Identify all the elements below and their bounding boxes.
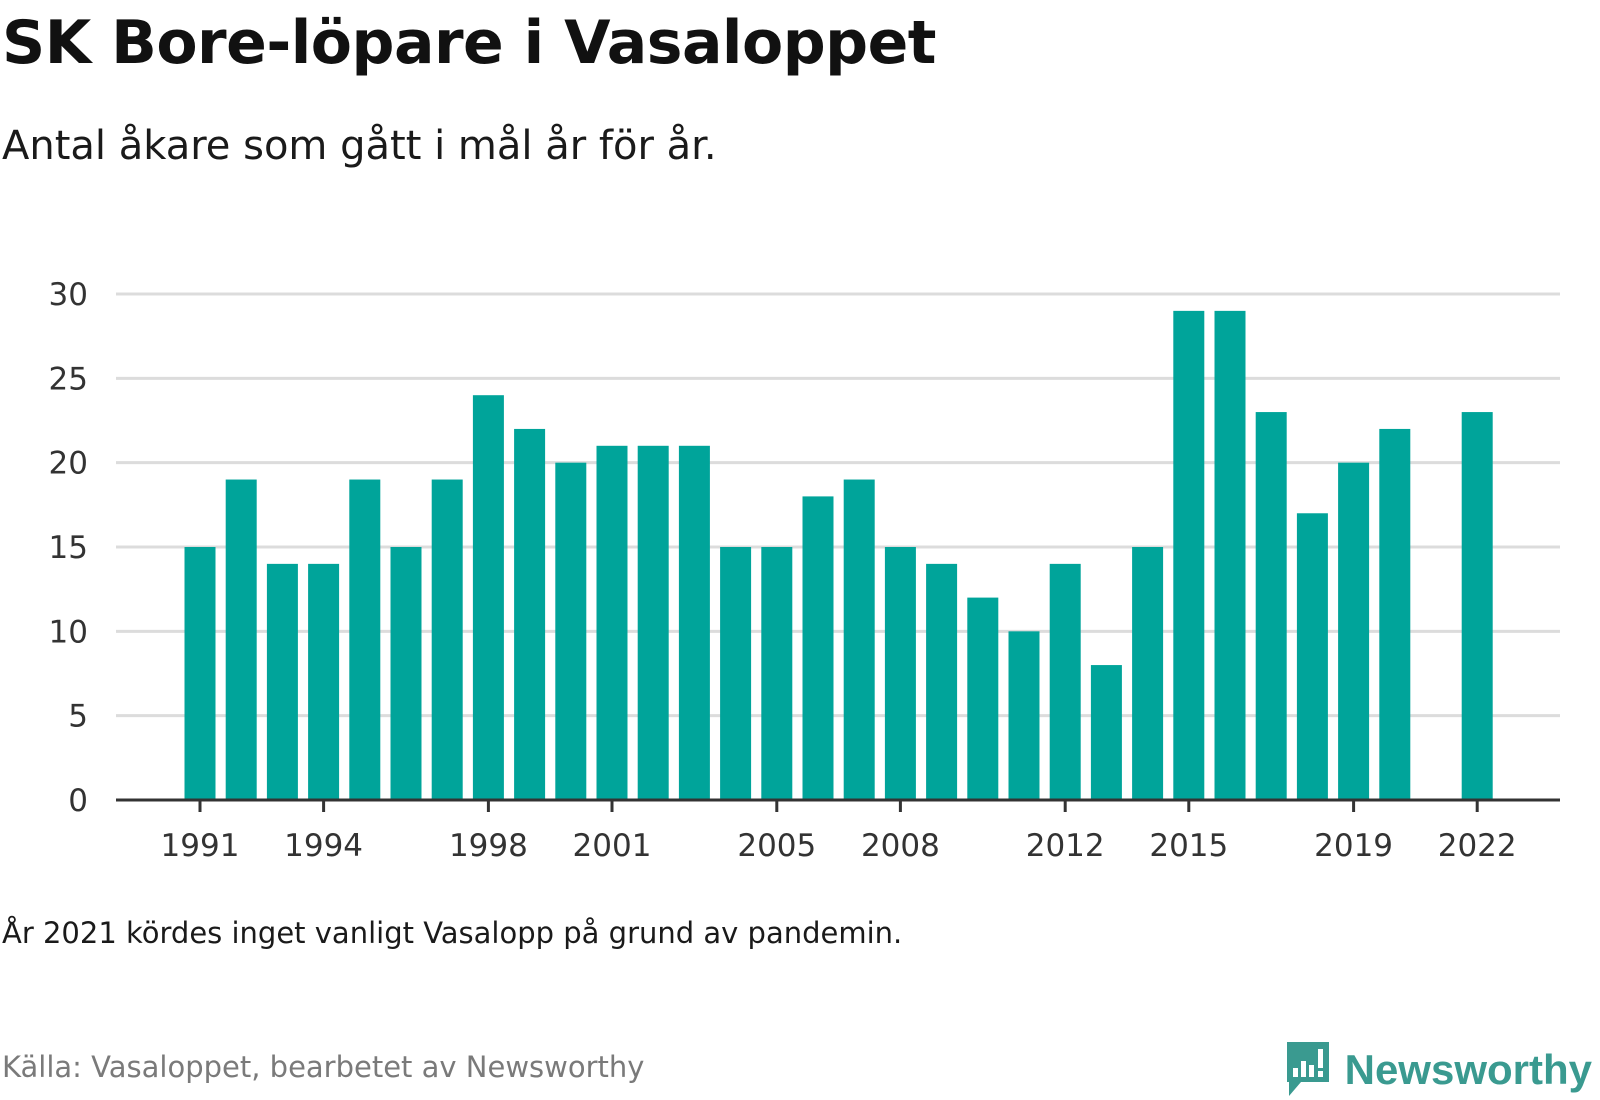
bar-2020 xyxy=(1379,428,1411,800)
bar-1996 xyxy=(390,547,422,800)
y-tick-label: 15 xyxy=(49,530,88,566)
chart-title: SK Bore-löpare i Vasaloppet xyxy=(2,8,937,78)
bar-2022 xyxy=(1461,412,1493,800)
newsworthy-logo-icon xyxy=(1286,1042,1329,1096)
x-tick-label: 2019 xyxy=(1314,828,1393,860)
x-tick-label: 2001 xyxy=(573,828,652,860)
bar-2015 xyxy=(1173,310,1205,800)
bar-2005 xyxy=(761,547,793,800)
bar-2000 xyxy=(555,462,587,800)
bar-2006 xyxy=(802,496,834,800)
bar-2018 xyxy=(1296,513,1328,800)
bar-2007 xyxy=(843,479,875,800)
brand-name: Newsworthy xyxy=(1344,1046,1592,1093)
x-tick-label: 2015 xyxy=(1149,828,1228,860)
bar-2013 xyxy=(1090,665,1122,800)
bar-1991 xyxy=(184,547,216,800)
x-tick-label: 1998 xyxy=(449,828,528,860)
x-tick-label: 1991 xyxy=(161,828,240,860)
bar-1997 xyxy=(431,479,463,800)
x-tick-label: 2008 xyxy=(861,828,940,860)
chart-subtitle: Antal åkare som gått i mål år för år. xyxy=(2,123,717,169)
bars xyxy=(184,310,1493,800)
x-tick-label: 2022 xyxy=(1438,828,1517,860)
bar-2003 xyxy=(678,445,710,800)
brand-logo[interactable]: Newsworthy xyxy=(1283,1040,1592,1100)
bar-1992 xyxy=(225,479,257,800)
x-axis-labels: 1991 1994 1998 2001 2005 2008 2012 2015 2019 2022 xyxy=(161,828,1517,860)
bar-2011 xyxy=(1008,631,1040,800)
y-tick-label: 5 xyxy=(68,699,88,735)
bar-2019 xyxy=(1338,462,1370,800)
source-credit: Källa: Vasaloppet, bearbetet av Newswort… xyxy=(2,1050,645,1084)
x-tick-label: 2005 xyxy=(737,828,816,860)
x-tick-label: 1994 xyxy=(284,828,363,860)
y-tick-label: 25 xyxy=(49,361,88,397)
y-tick-label: 20 xyxy=(49,446,88,482)
bar-2016 xyxy=(1214,310,1246,800)
bar-2017 xyxy=(1255,412,1287,800)
bar-2014 xyxy=(1132,547,1164,800)
bar-1995 xyxy=(349,479,381,800)
x-tick-label: 2012 xyxy=(1026,828,1105,860)
bar-2009 xyxy=(926,563,958,800)
bar-chart: 0 5 10 15 20 25 30 1991 1994 1998 2001 2005 2008 201… xyxy=(49,277,1560,860)
y-tick-label: 10 xyxy=(49,614,88,650)
y-axis-labels: 0 5 10 15 20 25 30 xyxy=(49,277,88,819)
bar-2010 xyxy=(967,597,999,800)
bar-2008 xyxy=(884,547,916,800)
y-tick-label: 0 xyxy=(68,783,88,819)
bar-1993 xyxy=(266,563,298,800)
x-axis xyxy=(116,798,1560,812)
bar-2004 xyxy=(720,547,752,800)
bar-2002 xyxy=(637,445,669,800)
bar-1998 xyxy=(472,395,504,800)
bar-1999 xyxy=(514,428,546,800)
y-tick-label: 30 xyxy=(49,277,88,313)
bar-2012 xyxy=(1049,563,1081,800)
bar-2001 xyxy=(596,445,628,800)
footnote: År 2021 kördes inget vanligt Vasalopp på… xyxy=(2,916,903,950)
bar-1994 xyxy=(308,563,340,800)
